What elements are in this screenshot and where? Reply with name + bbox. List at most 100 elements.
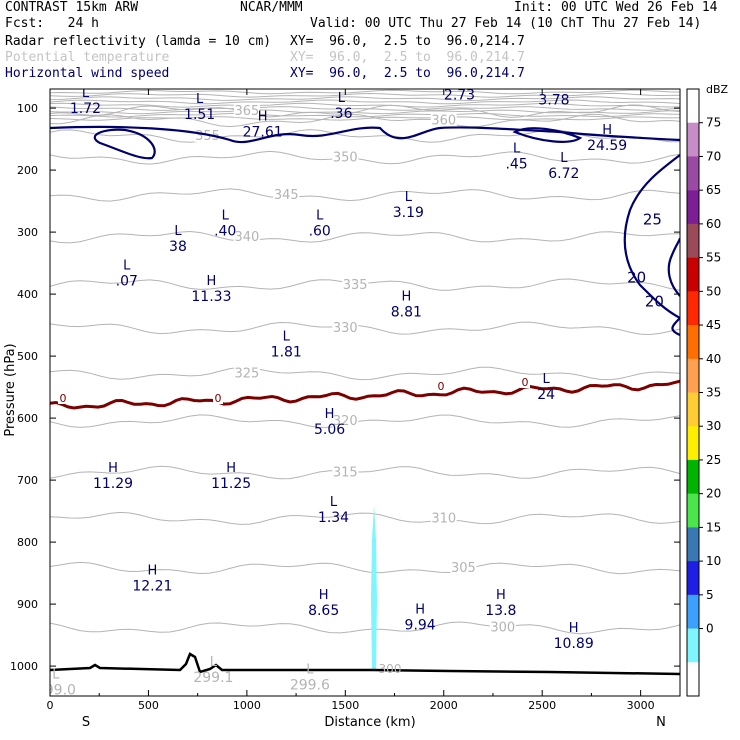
south-label: S <box>82 715 90 730</box>
colorbar-swatch <box>687 358 699 393</box>
colorbar-swatch <box>687 561 699 596</box>
y-tick-label: 200 <box>17 164 38 177</box>
colorbar-level: 60 <box>706 217 721 231</box>
y-axis-label: Pressure (hPa) <box>3 343 18 436</box>
field2-name: Potential temperature <box>5 50 170 65</box>
extremum-marker: L <box>543 372 551 387</box>
extremum-marker: H <box>415 602 425 617</box>
extremum-value: 6.72 <box>548 166 579 182</box>
extremum-marker: L <box>283 330 291 345</box>
theta-contour-upper <box>50 106 680 111</box>
extremum-value: 5.06 <box>314 422 345 438</box>
colorbar-level: 35 <box>706 386 721 400</box>
theta-contour-upper <box>50 116 680 121</box>
colorbar-swatch <box>687 527 699 562</box>
theta-label: 315 <box>333 466 358 481</box>
extremum-value: 1.81 <box>271 345 302 361</box>
colorbar-unit: dBZ <box>706 83 729 96</box>
radar-echo-column <box>371 505 377 670</box>
extremum-marker: L <box>330 495 338 510</box>
y-tick-label: 500 <box>17 350 38 363</box>
extremum-marker: L <box>550 77 558 92</box>
extremum-marker: L <box>82 86 90 101</box>
extremum-marker: L <box>405 190 413 205</box>
theta-label-bg <box>233 103 260 118</box>
x-axis-label: Distance (km) <box>324 715 415 730</box>
theta-contour <box>50 321 680 336</box>
theta-label-bg <box>342 276 369 291</box>
field3-xy: XY= 96.0, 2.5 to 96.0,214.7 <box>290 66 525 81</box>
wind-contour-label: 20 <box>645 293 664 311</box>
x-tick-label: 1500 <box>331 699 359 712</box>
theta-contour <box>50 366 680 381</box>
field2-xy: XY= 96.0, 2.5 to 96.0,214.7 <box>290 50 525 65</box>
y-tick-label: 100 <box>17 102 38 115</box>
y-tick-label: 400 <box>17 288 38 301</box>
wind-contour <box>667 237 680 297</box>
theta-label: 365 <box>234 104 259 119</box>
theta-contour-upper <box>50 112 680 118</box>
colorbar-swatch <box>687 426 699 461</box>
extremum-marker: H <box>325 407 335 422</box>
theta-label: 345 <box>274 188 299 203</box>
theta-contour <box>50 465 680 480</box>
model-title: CONTRAST 15km ARW <box>5 0 139 15</box>
theta-contour <box>50 150 680 165</box>
extremum-value: 27.61 <box>243 125 283 141</box>
colorbar-level: 50 <box>706 284 721 298</box>
terrain-surface <box>50 652 680 676</box>
extremum-value: 1.72 <box>70 101 101 117</box>
theta-label: 350 <box>333 151 358 166</box>
theta-contour-upper <box>50 99 680 105</box>
organization: NCAR/MMM <box>240 0 303 15</box>
extremum-value: .45 <box>505 157 527 173</box>
extremum-value: 13.8 <box>485 603 516 619</box>
colorbar-level: 55 <box>706 251 721 265</box>
extremum-value: 24.59 <box>587 138 627 154</box>
zero-label-bg <box>58 393 68 404</box>
colorbar-level: 25 <box>706 453 721 467</box>
y-tick-label: 1000 <box>10 660 38 673</box>
extremum-value: 1.34 <box>318 510 349 526</box>
theta-label: 330 <box>333 321 358 336</box>
colorbar-level: 75 <box>706 116 721 130</box>
plot-frame <box>49 88 681 697</box>
zero-contour-label: 0 <box>60 392 67 405</box>
colorbar-swatch <box>687 190 699 225</box>
x-tick-label: 2000 <box>430 699 458 712</box>
theta-label-bg <box>233 365 260 380</box>
theta-contour-upper <box>50 102 680 108</box>
extremum-value: 12.21 <box>132 578 172 594</box>
x-tick-label: 0 <box>47 699 54 712</box>
extremum-value: .60 <box>309 224 331 240</box>
colorbar-swatch <box>687 89 699 123</box>
zero-contour-label: 0 <box>215 392 222 405</box>
extremum-value: 38 <box>169 239 187 255</box>
colorbar-swatch <box>687 662 699 697</box>
theta-contour <box>50 414 680 429</box>
colorbar-level: 20 <box>706 487 721 501</box>
extremum-value: .07 <box>116 273 138 289</box>
theta-label: 320 <box>333 414 358 429</box>
extremum-value: 10.89 <box>554 636 594 652</box>
theta-label: 305 <box>451 561 476 576</box>
extremum-marker: L <box>338 91 346 106</box>
extremum-marker: L <box>52 668 60 683</box>
forecast-hour: Fcst: 24 h <box>5 16 99 31</box>
theta-label: 300 <box>490 621 515 636</box>
colorbar-level: 10 <box>706 554 721 568</box>
extremum-marker: L <box>560 151 568 166</box>
colorbar-swatch <box>687 257 699 292</box>
theta-label-bg <box>450 560 477 575</box>
x-tick-label: 500 <box>138 699 159 712</box>
extremum-value: 11.29 <box>93 476 133 492</box>
extremum-marker: L <box>222 209 230 224</box>
extremum-marker: L <box>456 72 464 87</box>
theta-label: 325 <box>234 366 259 381</box>
extremum-value: 8.81 <box>391 304 422 320</box>
extremum-value: 1.51 <box>184 107 215 123</box>
init-time: Init: 00 UTC Wed 26 Feb 14 <box>514 0 718 15</box>
extremum-marker: L <box>210 655 218 670</box>
theta-label-bg <box>273 186 300 201</box>
